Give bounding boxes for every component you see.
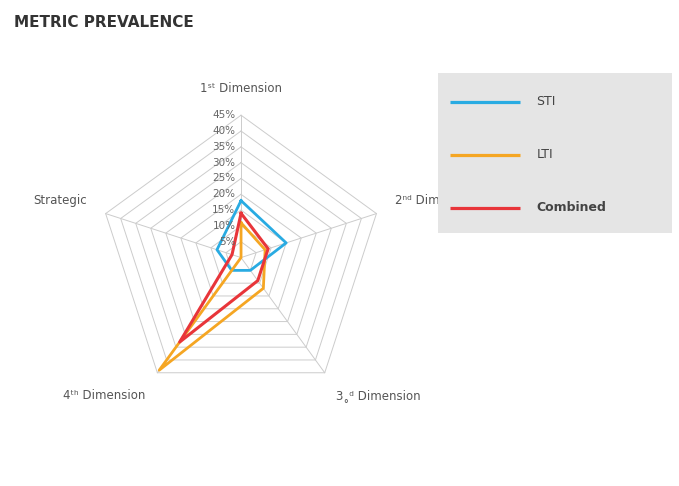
Text: 3˳ᵈ Dimension: 3˳ᵈ Dimension: [336, 389, 421, 402]
Text: 40%: 40%: [213, 126, 236, 136]
Text: Strategic: Strategic: [33, 194, 87, 208]
Text: 15%: 15%: [213, 205, 236, 215]
Text: METRIC PREVALENCE: METRIC PREVALENCE: [14, 15, 194, 30]
Text: 10%: 10%: [213, 221, 236, 231]
Text: 45%: 45%: [213, 110, 236, 120]
Text: 25%: 25%: [213, 174, 236, 184]
Text: 35%: 35%: [213, 142, 236, 152]
Text: Combined: Combined: [536, 201, 606, 214]
Text: LTI: LTI: [536, 148, 553, 161]
Text: 2ⁿᵈ Dimension: 2ⁿᵈ Dimension: [395, 194, 479, 208]
Text: 30%: 30%: [213, 157, 236, 168]
Text: 4ᵗʰ Dimension: 4ᵗʰ Dimension: [63, 389, 146, 402]
Text: STI: STI: [536, 95, 555, 108]
Text: 5%: 5%: [219, 237, 236, 247]
Text: 1ˢᵗ Dimension: 1ˢᵗ Dimension: [200, 82, 282, 95]
Text: 20%: 20%: [213, 190, 236, 199]
